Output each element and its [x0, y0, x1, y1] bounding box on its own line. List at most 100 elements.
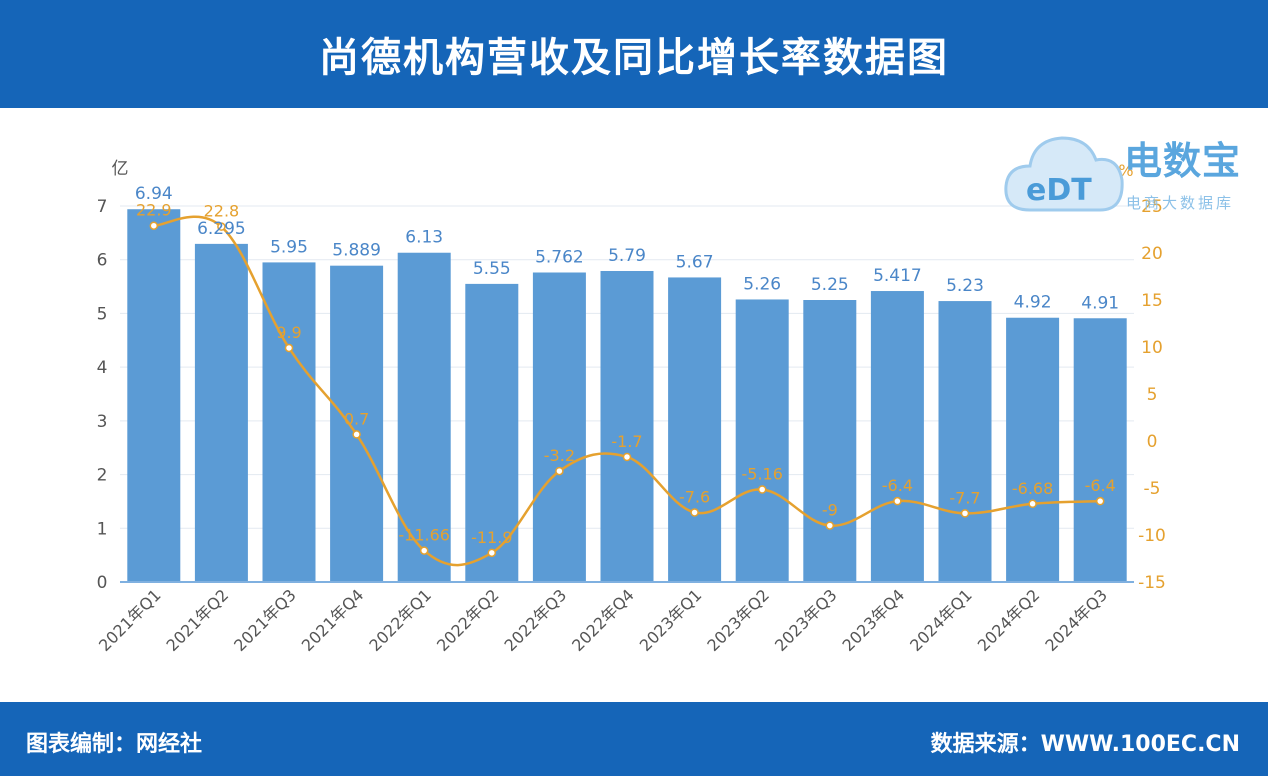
bar: [262, 262, 316, 582]
line-value-label: -3.2: [544, 446, 575, 465]
x-tick-label: 2022年Q3: [501, 585, 571, 655]
line-point: [960, 509, 970, 518]
line-point: [893, 496, 902, 506]
logo-subtitle: 电商大数据库: [1126, 194, 1235, 212]
bar-value-label: 5.67: [676, 252, 714, 272]
x-tick-label: 2021年Q2: [163, 585, 233, 655]
y-right-tick-label: 15: [1141, 291, 1163, 311]
y-right-tick-label: 20: [1141, 244, 1163, 264]
bar: [668, 277, 722, 582]
y-right-tick-label: 10: [1141, 338, 1163, 358]
bar-value-label: 6.94: [135, 184, 173, 204]
y-left-tick-label: 7: [97, 197, 108, 217]
chart-footer: 图表编制：网经社 数据来源：WWW.100EC.CN: [0, 702, 1268, 776]
chart-header: 尚德机构营收及同比增长率数据图: [0, 0, 1268, 108]
line-value-label: -11.66: [398, 526, 450, 545]
line-point: [555, 466, 564, 476]
line-value-label: -11.9: [471, 528, 512, 547]
growth-rate-line: [153, 215, 1101, 567]
bar-value-label: 6.295: [197, 219, 246, 239]
line-value-label: -9: [822, 501, 838, 520]
x-tick-label: 2022年Q1: [365, 585, 435, 655]
x-tick-label: 2021年Q1: [95, 585, 165, 655]
bar-value-label: 5.26: [743, 274, 781, 294]
y-right-tick-label: -5: [1144, 479, 1161, 499]
x-tick-label: 2023年Q2: [703, 585, 773, 655]
y-left-tick-label: 0: [97, 573, 108, 593]
bar-value-label: 6.13: [405, 228, 443, 248]
y-right-tick-label: 25: [1141, 197, 1163, 217]
x-tick-label: 2021年Q4: [298, 585, 368, 655]
bar-value-label: 5.23: [946, 276, 984, 296]
data-labels: 6.94 6.295 5.95 5.889 6.13 5.55 5.762 5.79 5.67 5…: [135, 184, 1119, 547]
bar-series: [127, 209, 1127, 583]
x-tick-label: 2023年Q1: [636, 585, 706, 655]
y-right-tick-label: -15: [1138, 573, 1166, 593]
x-tick-label: 2024年Q3: [1041, 585, 1111, 655]
y-right-tick-label: 5: [1147, 385, 1158, 405]
y-left-tick-label: 1: [97, 519, 108, 539]
line-point: [284, 343, 294, 353]
line-point: [149, 221, 159, 230]
chart-area: 0 1 2 3 4 5 6 7 -15 -10 -5 0 5 10 15 20 25 亿% 2021年Q1 2021年…: [0, 108, 1268, 702]
line-value-label: -7.7: [949, 488, 980, 507]
bar-value-label: 5.889: [332, 241, 381, 261]
line-point: [757, 485, 767, 494]
bar: [330, 265, 384, 582]
line-value-label: -1.7: [611, 432, 642, 451]
bar: [735, 299, 789, 582]
bar-value-label: 4.91: [1081, 293, 1119, 313]
bar: [870, 291, 924, 582]
bar: [1006, 317, 1060, 582]
footer-source: 数据来源：WWW.100EC.CN: [930, 732, 1240, 757]
chart-title: 尚德机构营收及同比增长率数据图: [319, 35, 949, 81]
bar: [803, 300, 857, 582]
bar: [465, 283, 519, 582]
footer-credit: 图表编制：网经社: [26, 732, 203, 757]
bar: [1073, 318, 1127, 582]
x-tick-label: 2024年Q1: [906, 585, 976, 655]
y-left-tick-label: 6: [97, 251, 108, 271]
line-point: [217, 222, 226, 231]
line-value-label: -6.4: [882, 476, 913, 495]
line-value-label: 22.8: [204, 202, 240, 221]
x-tick-label: 2024年Q2: [974, 585, 1044, 655]
y-left-tick-label: 2: [97, 466, 108, 486]
x-tick-label: 2021年Q3: [230, 585, 300, 655]
y-left-tick-label: 5: [97, 304, 108, 324]
bar-value-label: 5.762: [535, 247, 584, 267]
line-point: [1028, 499, 1037, 509]
x-tick-label: 2023年Q3: [771, 585, 841, 655]
bar: [600, 270, 654, 582]
bar-value-label: 5.95: [270, 237, 308, 257]
line-point: [487, 548, 497, 558]
line-point: [622, 452, 632, 462]
bar-value-label: 5.417: [873, 266, 922, 286]
x-tick-label: 2023年Q4: [839, 585, 909, 655]
line-point: [690, 508, 699, 517]
line-value-label: -7.6: [679, 487, 710, 506]
line-series: [149, 215, 1105, 567]
bar-value-label: 5.55: [473, 259, 511, 279]
line-point: [419, 546, 429, 555]
line-value-label: -5.16: [741, 465, 782, 484]
y-right-tick-label: -10: [1138, 526, 1166, 546]
bar: [194, 243, 248, 582]
line-value-label: -6.4: [1085, 476, 1116, 495]
line-value-label: 0.7: [344, 409, 369, 428]
bar-value-label: 4.92: [1014, 293, 1052, 313]
line-point: [352, 430, 361, 439]
logo-mark: eDT: [1026, 173, 1092, 208]
line-value-label: 22.9: [136, 201, 172, 220]
x-tick-label: 2022年Q2: [433, 585, 503, 655]
y-left-axis-label: 亿: [112, 159, 129, 179]
bar: [127, 209, 181, 583]
y-left-tick-label: 4: [97, 358, 108, 378]
line-value-label: 9.9: [276, 323, 301, 342]
y-right-tick-label: 0: [1147, 432, 1158, 452]
cloud-icon: eDT: [1004, 136, 1124, 212]
bar: [532, 272, 586, 582]
logo-name: 电数宝: [1124, 139, 1242, 183]
bar-value-label: 5.25: [811, 275, 849, 295]
line-point: [1095, 496, 1105, 506]
